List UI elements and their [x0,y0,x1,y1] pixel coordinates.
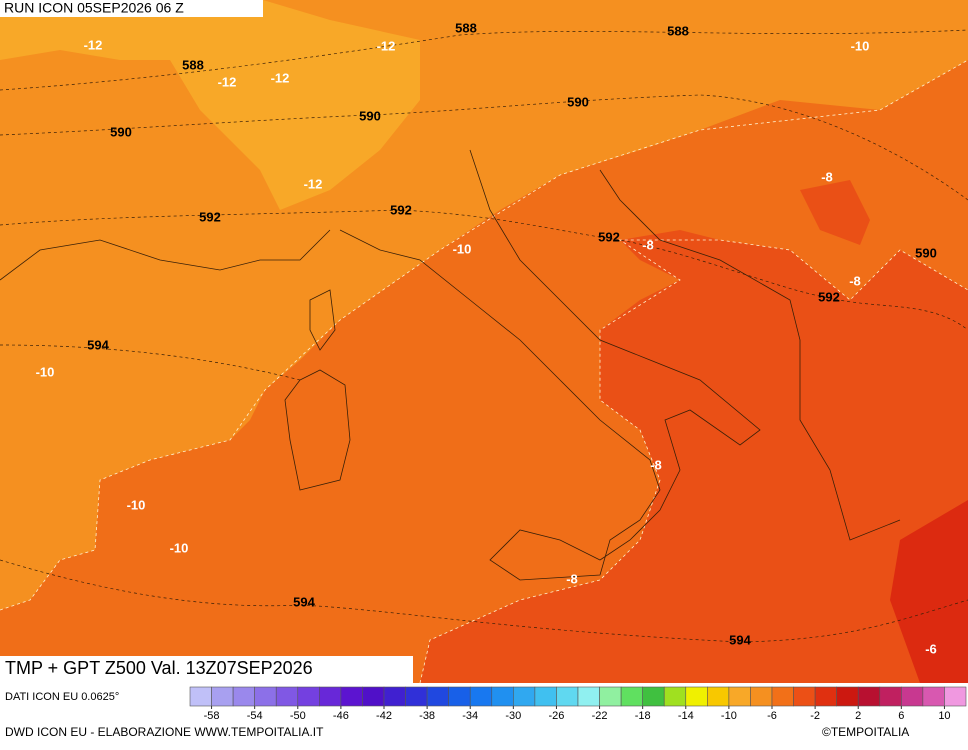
contour-label: -12 [377,38,396,53]
colorbar-box [793,686,816,707]
contour-label: -12 [84,37,103,52]
colorbar-box [577,686,600,707]
contour-label: 594 [87,337,109,352]
contour-label: 592 [199,209,221,224]
colorbar-box [534,686,557,707]
colorbar-box [620,686,643,707]
colorbar-box [189,686,212,707]
colorbar-box [771,686,794,707]
colorbar-tick-label: -50 [290,710,306,722]
contour-label: -8 [821,169,833,184]
colorbar-box [707,686,730,707]
colorbar-box [922,686,945,707]
colorbar-box [685,686,708,707]
contour-labels: -12 588 -12 -12 -12 588 588 -10 590 590 590 -12 592 5… [36,20,937,656]
contour-label: -8 [650,457,662,472]
contour-label: -12 [218,74,237,89]
colorbar-tick-label: -22 [592,710,608,722]
colorbar-box [448,686,471,707]
colorbar-tick-label: -6 [767,710,777,722]
contour-label: -8 [849,273,861,288]
colorbar: -58 -54 -50 -46 -42 -38 -34 -30 -26 -22 -18 -14 -10-… [189,686,967,722]
colorbar-box [728,686,751,707]
colorbar-box [254,686,277,707]
colorbar-tick-label: -2 [810,710,820,722]
contour-label: -8 [566,571,578,586]
colorbar-box [879,686,902,707]
contour-label: 590 [915,245,937,260]
colorbar-tick-label: -30 [505,710,521,722]
colorbar-box [750,686,773,707]
colorbar-box [642,686,665,707]
contour-label: -10 [36,364,55,379]
copyright-label: ©TEMPOITALIA [822,725,909,739]
contour-label: 590 [110,124,132,139]
colorbar-tick-label: -14 [678,710,694,722]
colorbar-tick-label: -58 [204,710,220,722]
contour-label: 594 [729,632,751,647]
colorbar-tick-label: -46 [333,710,349,722]
contour-label: -12 [271,70,290,85]
colorbar-box [405,686,428,707]
contour-label: 590 [567,94,589,109]
contour-label: 588 [667,23,689,38]
colorbar-box [513,686,536,707]
contour-label: 594 [293,594,315,609]
colorbar-box [232,686,255,707]
contour-label: 590 [359,108,381,123]
colorbar-box [319,686,342,707]
colorbar-box [426,686,449,707]
contour-label: 588 [455,20,477,35]
contour-label: 592 [598,229,620,244]
colorbar-box [857,686,881,707]
colorbar-tick-label: -26 [548,710,564,722]
colorbar-tick-label: -34 [462,710,478,722]
contour-label: -10 [170,540,189,555]
colorbar-box [362,686,385,707]
title-box [0,656,413,683]
credit-label: DWD ICON EU - ELABORAZIONE WWW.TEMPOITAL… [5,725,324,739]
colorbar-box [275,686,299,707]
source-label: DATI ICON EU 0.0625° [5,691,119,703]
colorbar-tick-label: 2 [855,710,861,722]
run-label: RUN ICON 05SEP2026 06 Z [4,0,184,16]
colorbar-box [836,686,859,707]
colorbar-box [491,686,514,707]
contour-label: -12 [304,176,323,191]
contour-label: -10 [851,38,870,53]
contour-label: -8 [642,237,654,252]
colorbar-box [556,686,579,707]
colorbar-box [340,686,363,707]
header-box [0,0,263,17]
colorbar-tick-label: 10 [938,710,950,722]
colorbar-tick-label: -38 [419,710,435,722]
colorbar-tick-label: -10 [721,710,737,722]
colorbar-box [383,686,406,707]
contour-label: -10 [453,241,472,256]
colorbar-tick-label: -54 [247,710,263,722]
colorbar-box [814,686,837,707]
colorbar-box [663,686,687,707]
colorbar-tick-label: 6 [898,710,904,722]
colorbar-box [297,686,320,707]
colorbar-tick-label: -42 [376,710,392,722]
colorbar-box [469,686,493,707]
colorbar-box [599,686,622,707]
contour-label: 592 [818,289,840,304]
colorbar-box [901,686,924,707]
map-background [0,0,968,684]
contour-label: 588 [182,57,204,72]
map-title: TMP + GPT Z500 Val. 13Z07SEP2026 [5,658,313,678]
colorbar-box [211,686,234,707]
colorbar-box [944,686,967,707]
contour-label: -10 [127,497,146,512]
contour-label: 592 [390,202,412,217]
colorbar-tick-label: -18 [635,710,651,722]
contour-label: -6 [925,641,937,656]
